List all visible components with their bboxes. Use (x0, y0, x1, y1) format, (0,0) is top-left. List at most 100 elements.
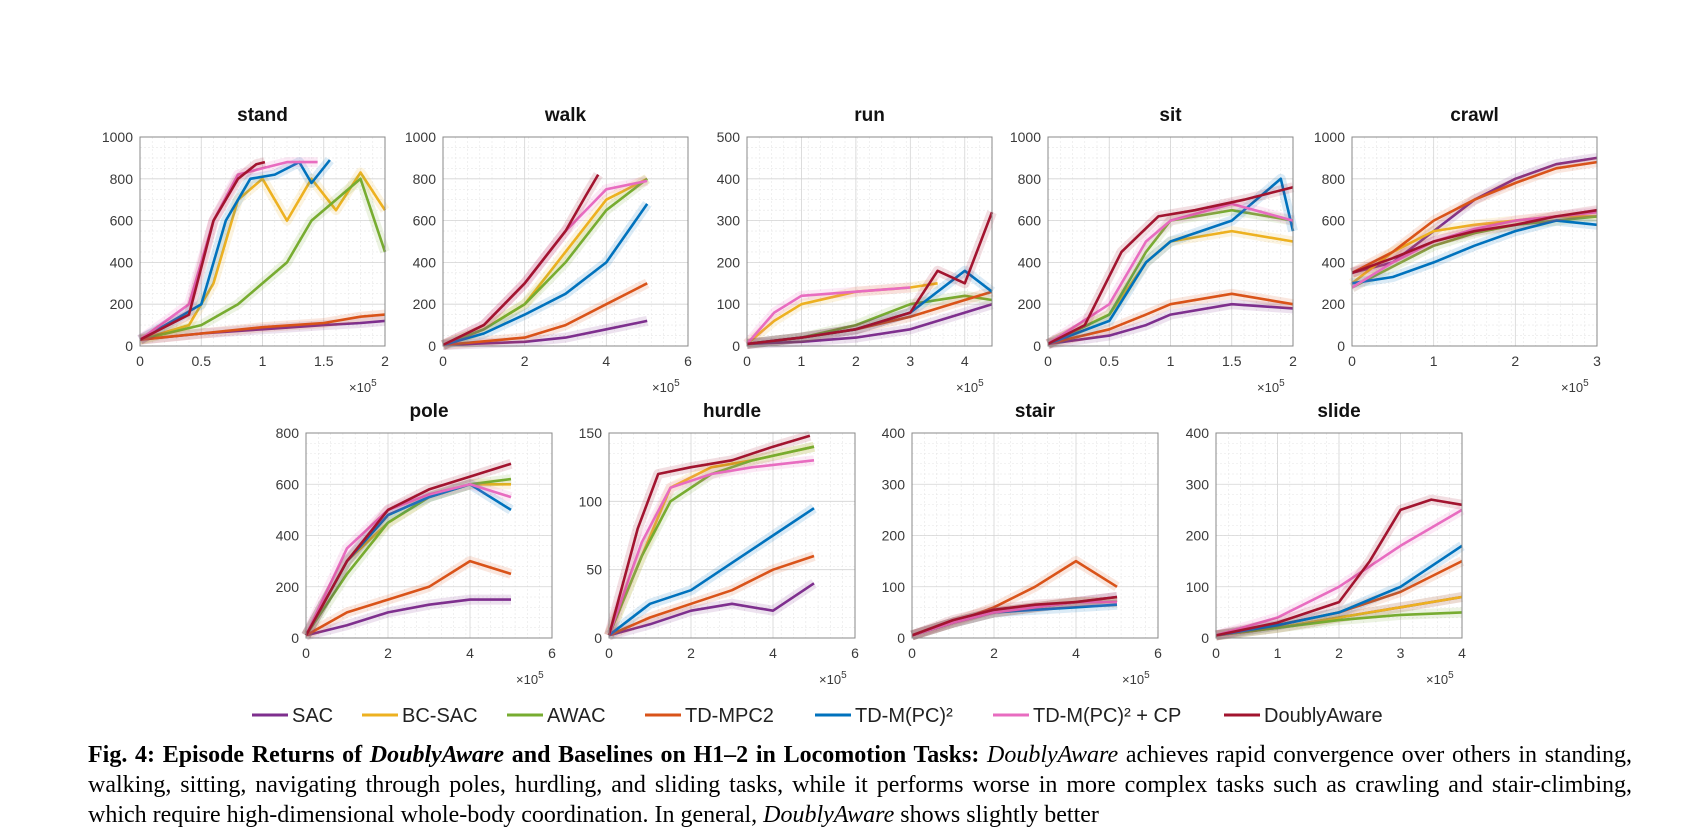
y-tick-label: 400 (1322, 254, 1346, 270)
x-multiplier: ×105 (349, 378, 377, 395)
series-line (911, 595, 1118, 637)
y-tick-label: 1000 (405, 129, 436, 145)
x-tick-label: 3 (1397, 645, 1405, 661)
x-multiplier-exponent: 5 (841, 670, 847, 681)
x-multiplier: ×105 (1257, 378, 1285, 395)
x-tick-label: 4 (1458, 645, 1466, 661)
x-tick-label: 0.5 (1100, 353, 1120, 369)
y-tick-label: 800 (110, 171, 134, 187)
series-line (1351, 160, 1598, 275)
series-line (1047, 202, 1294, 345)
x-tick-label: 2 (381, 353, 389, 369)
series-line (442, 282, 648, 347)
x-tick-label: 1.5 (1222, 353, 1242, 369)
legend: SAC BC-SAC AWAC TD-MPC2 TD-M(PC)² TD-M(PC)² +… (252, 705, 1383, 727)
axes-box (1047, 136, 1294, 347)
y-tick-label: 0 (1201, 630, 1209, 646)
x-multiplier-exponent: 5 (1448, 670, 1454, 681)
x-multiplier-exponent: 5 (538, 670, 544, 681)
legend-label: DoublyAware (1264, 705, 1383, 727)
series-line (1047, 185, 1294, 346)
y-tick-label: 200 (1018, 296, 1042, 312)
y-tick-label: 200 (276, 579, 300, 595)
caption-lead-rest: and Baselines on H1–2 in Locomotion Task… (504, 742, 980, 768)
y-tick-label: 500 (717, 129, 741, 145)
x-tick-label: 0 (302, 645, 310, 661)
chart-title: stair (1015, 401, 1056, 422)
series-line (607, 445, 815, 636)
x-tick-label: 4 (769, 645, 777, 661)
series-line (139, 159, 331, 341)
chart-panel-slide: 0 1 2 3 4 0 100 200 300 400 slide ×105 (1186, 401, 1466, 687)
legend-label: TD-M(PC)² (855, 705, 953, 727)
x-multiplier-exponent: 5 (371, 378, 377, 389)
x-tick-label: 6 (1154, 645, 1162, 661)
x-tick-label: 2 (1511, 353, 1519, 369)
y-tick-label: 1000 (1314, 129, 1345, 145)
series-line (305, 559, 512, 637)
chart-title: slide (1317, 401, 1360, 422)
chart-title: crawl (1450, 105, 1499, 126)
y-tick-label: 600 (110, 213, 134, 229)
series-line (139, 160, 266, 341)
y-tick-label: 800 (1322, 171, 1346, 187)
x-multiplier-exponent: 5 (1279, 378, 1285, 389)
series-line (1047, 302, 1294, 346)
series-line (304, 483, 512, 636)
y-tick-label: 0 (291, 630, 299, 646)
y-tick-label: 200 (110, 296, 134, 312)
x-tick-label: 6 (548, 645, 556, 661)
x-multiplier: ×105 (1561, 378, 1589, 395)
series-line (1215, 498, 1463, 637)
chart-panel-pole: 0 2 4 6 0 200 400 600 800 pole ×105 (276, 401, 556, 687)
y-tick-label: 400 (110, 254, 134, 270)
x-tick-label: 3 (906, 353, 914, 369)
series-line (1351, 208, 1598, 275)
series-line (746, 286, 911, 345)
y-tick-label: 200 (1322, 296, 1346, 312)
axes-box (442, 136, 689, 347)
series-line (746, 282, 938, 345)
x-tick-label: 0.5 (192, 353, 212, 369)
x-tick-label: 4 (466, 645, 474, 661)
legend-label: TD-MPC2 (685, 705, 774, 727)
x-multiplier-exponent: 5 (1144, 670, 1150, 681)
axes-box (911, 432, 1159, 639)
y-tick-label: 400 (1186, 425, 1210, 441)
x-tick-label: 6 (851, 645, 859, 661)
x-tick-label: 0 (1348, 353, 1356, 369)
x-multiplier-exponent: 5 (978, 378, 984, 389)
x-multiplier: ×105 (652, 378, 680, 395)
x-tick-label: 1 (798, 353, 806, 369)
chart-title: sit (1159, 105, 1182, 126)
y-tick-label: 100 (579, 493, 603, 509)
legend-label: BC-SAC (402, 705, 478, 727)
series-line (305, 598, 511, 637)
x-tick-label: 2 (384, 645, 392, 661)
caption-lead-method: DoublyAware (369, 742, 505, 768)
x-tick-label: 0 (743, 353, 751, 369)
series-line (1351, 219, 1598, 285)
series-line (1215, 611, 1463, 637)
chart-panel-stand: 0 0.5 1 1.5 2 0 200 400 600 800 1000 stand ×105 (102, 105, 390, 395)
y-tick-label: 0 (594, 630, 602, 646)
axes-box (608, 432, 856, 639)
x-multiplier: ×105 (1122, 670, 1150, 687)
x-tick-label: 0 (605, 645, 613, 661)
chart-title: walk (544, 105, 587, 126)
chart-panel-stair: 0 2 4 6 0 100 200 300 400 stair ×105 (882, 401, 1162, 687)
y-tick-label: 800 (276, 425, 300, 441)
x-tick-label: 4 (1072, 645, 1080, 661)
caption-method-2: DoublyAware (763, 802, 895, 828)
x-multiplier-exponent: 5 (674, 378, 680, 389)
x-tick-label: 2 (521, 353, 529, 369)
series-line (304, 477, 512, 637)
chart-title: stand (237, 105, 288, 126)
series-line (608, 554, 815, 637)
x-tick-label: 3 (1593, 353, 1601, 369)
y-tick-label: 200 (717, 254, 741, 270)
series-line (139, 160, 318, 341)
caption-body: achieves rapid convergence over others i… (88, 742, 1633, 828)
y-tick-label: 0 (1337, 338, 1345, 354)
x-tick-label: 2 (852, 353, 860, 369)
